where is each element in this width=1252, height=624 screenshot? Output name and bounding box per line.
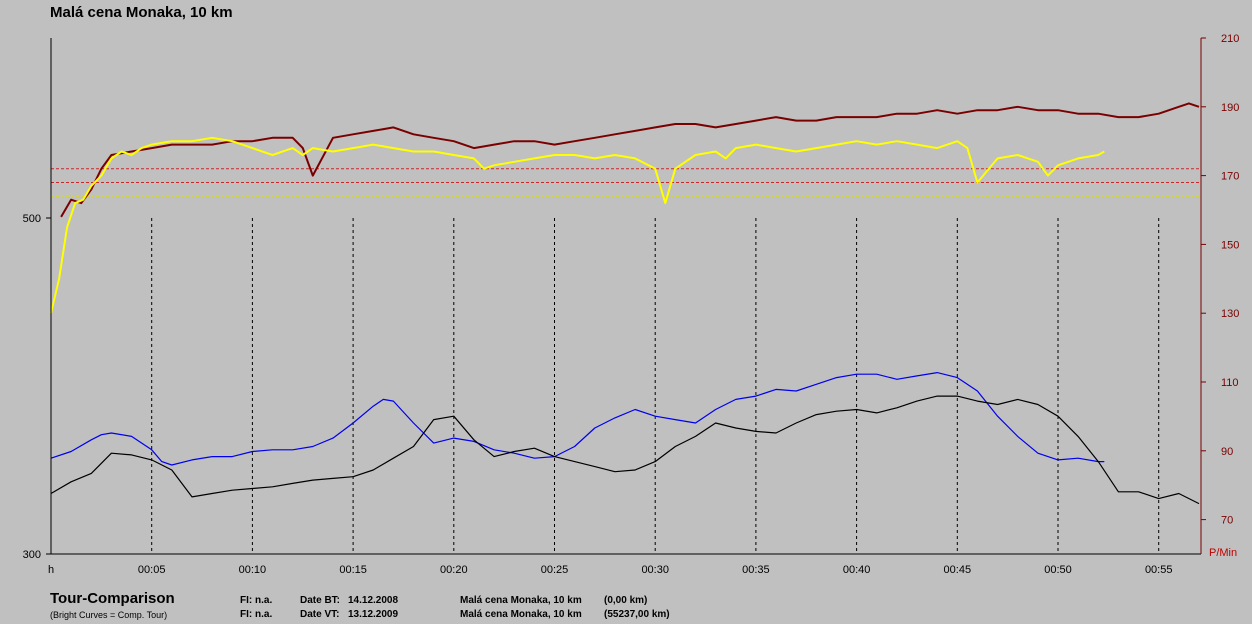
y-left-tick-label: 500 — [23, 213, 41, 225]
y-right-tick-label: 110 — [1221, 377, 1239, 389]
row2-date-label: Date VT: — [300, 609, 340, 620]
y-right-unit: P/Min — [1209, 547, 1237, 559]
x-tick-label: 00:35 — [742, 564, 770, 576]
x-tick-label: 00:15 — [339, 564, 367, 576]
x-tick-label: 00:05 — [138, 564, 166, 576]
row2-fi: FI: n.a. — [240, 609, 273, 620]
footer-title: Tour-Comparison — [50, 590, 175, 607]
series-layer — [50, 102, 1200, 505]
y-left-tick-label: 300 — [23, 549, 41, 561]
row1-tour: Malá cena Monaka, 10 km — [460, 595, 582, 606]
series-line-4 — [50, 395, 1200, 505]
footer-subtitle: (Bright Curves = Comp. Tour) — [50, 610, 168, 620]
footer: Tour-Comparison (Bright Curves = Comp. T… — [0, 588, 1252, 624]
row1-km: (0,00 km) — [604, 595, 648, 606]
y-right-tick-label: 190 — [1221, 102, 1239, 114]
grid — [51, 168, 1201, 554]
tour-comparison-chart: 00:05 00:10 00:15 00:20 00:25 00:30 00:35 00:40… — [23, 33, 1240, 576]
x-tick-label: 00:45 — [944, 564, 972, 576]
y-right-tick-label: 170 — [1221, 171, 1239, 183]
x-tick-label: 00:40 — [843, 564, 871, 576]
row1-date: 14.12.2008 — [348, 595, 399, 606]
series-line-3 — [50, 372, 1105, 466]
x-tick-label: 00:25 — [541, 564, 569, 576]
x-unit-label: h — [48, 564, 54, 576]
row2-date: 13.12.2009 — [348, 609, 399, 620]
y-right-tick-label: 90 — [1221, 446, 1233, 458]
row2-tour: Malá cena Monaka, 10 km — [460, 609, 582, 620]
y-right-tick-label: 210 — [1221, 33, 1239, 45]
x-tick-label: 00:50 — [1044, 564, 1072, 576]
row2-km: (55237,00 km) — [604, 609, 670, 620]
row1-fi: FI: n.a. — [240, 595, 273, 606]
x-tick-label: 00:10 — [239, 564, 267, 576]
series-line-1 — [60, 102, 1200, 218]
y-right-tick-label: 130 — [1221, 308, 1239, 320]
chart-title: Malá cena Monaka, 10 km — [50, 4, 233, 21]
series-line-2 — [50, 136, 1105, 314]
axes: 00:05 00:10 00:15 00:20 00:25 00:30 00:35 00:40… — [23, 33, 1240, 576]
x-tick-label: 00:20 — [440, 564, 468, 576]
x-tick-label: 00:30 — [641, 564, 669, 576]
row1-date-label: Date BT: — [300, 595, 341, 606]
y-right-tick-label: 150 — [1221, 239, 1239, 251]
x-tick-label: 00:55 — [1145, 564, 1173, 576]
y-right-tick-label: 70 — [1221, 515, 1233, 527]
